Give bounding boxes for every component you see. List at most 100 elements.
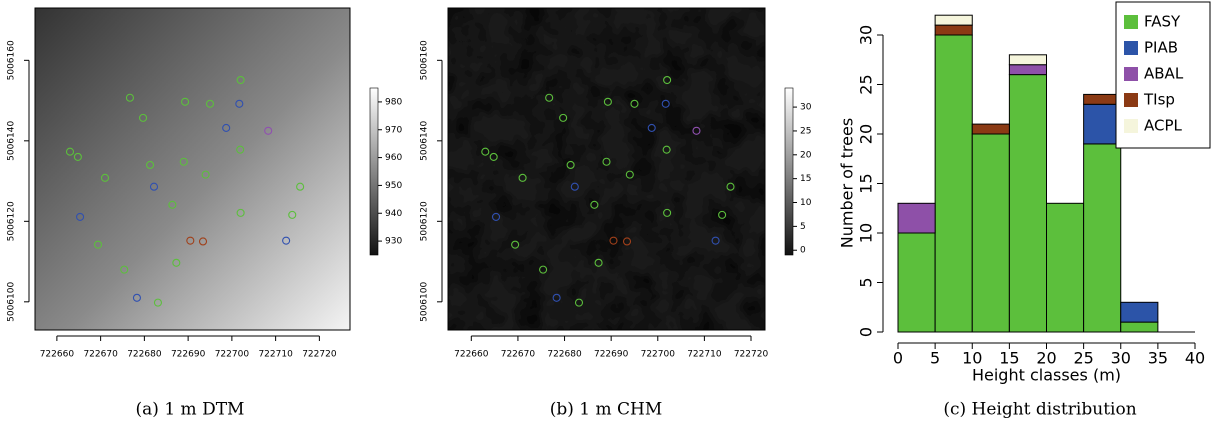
- tree-point: [222, 123, 231, 132]
- legend-label: PIAB: [1144, 39, 1178, 57]
- x-tick-label: 25: [1073, 349, 1093, 368]
- tree-point: [718, 210, 727, 219]
- bar-segment: [1083, 103, 1122, 145]
- tree-point: [236, 75, 245, 85]
- legend-label: ACPL: [1144, 117, 1183, 135]
- plot-frame: [447, 7, 766, 331]
- tree-point: [186, 236, 195, 245]
- colorbar-tick-label: 0: [800, 246, 806, 256]
- tree-point: [609, 236, 618, 245]
- bar-segment: [1083, 93, 1122, 105]
- y-tick-label: 5006160: [420, 40, 430, 80]
- tree-point: [566, 160, 575, 170]
- tree-point: [647, 123, 656, 132]
- tree-point: [602, 157, 611, 166]
- x-tick-label: 722660: [40, 350, 75, 360]
- tree-point: [205, 99, 215, 108]
- tree-point: [132, 293, 141, 302]
- tree-point: [264, 126, 273, 135]
- x-tick-label: 35: [1148, 349, 1168, 368]
- y-tick-label: 20: [857, 124, 876, 144]
- tree-point: [93, 240, 103, 249]
- colorbar: [369, 87, 379, 256]
- tree-point: [149, 182, 159, 191]
- tree-point: [125, 93, 134, 102]
- tree-point: [179, 157, 188, 166]
- tree-point: [296, 182, 305, 191]
- x-tick-label: 722670: [83, 350, 118, 360]
- legend-swatch: [1124, 41, 1138, 55]
- x-tick-label: 722700: [641, 350, 676, 360]
- y-axis-label: Number of trees: [838, 118, 857, 248]
- bar-segment: [1008, 54, 1047, 66]
- tree-point: [711, 236, 720, 245]
- tree-point: [559, 113, 568, 122]
- colorbar-tick-label: 20: [800, 150, 812, 160]
- colorbar-tick-label: 25: [800, 126, 811, 136]
- y-tick-label: 5006120: [420, 201, 430, 241]
- x-tick-label: 722720: [302, 350, 337, 360]
- y-tick-label: 5006140: [420, 121, 430, 161]
- colorbar-tick-label: 15: [800, 174, 811, 184]
- tree-point: [153, 298, 162, 307]
- tree-point: [201, 170, 210, 179]
- caption: (a) 1 m DTM: [136, 400, 245, 420]
- bar-segment: [934, 14, 973, 26]
- x-tick-label: 10: [962, 349, 982, 368]
- bar-segment: [1120, 301, 1159, 323]
- bar-segment: [934, 34, 973, 333]
- x-tick-label: 722690: [171, 350, 206, 360]
- legend-label: FASY: [1144, 13, 1181, 31]
- y-tick-label: 5006160: [7, 40, 17, 80]
- tree-point: [663, 208, 672, 217]
- x-tick-label: 722700: [215, 350, 250, 360]
- x-tick-label: 722660: [454, 350, 489, 360]
- caption: (b) 1 m CHM: [550, 400, 663, 420]
- tree-point: [168, 200, 177, 209]
- bar-segment: [971, 133, 1010, 333]
- chm-raster: [448, 8, 765, 330]
- tree-point: [235, 99, 244, 108]
- tree-point: [726, 182, 735, 191]
- tree-point: [489, 152, 498, 161]
- legend-swatch: [1124, 93, 1138, 107]
- tree-point: [574, 298, 584, 307]
- tree-point: [625, 170, 634, 179]
- y-tick-label: 30: [857, 25, 876, 45]
- colorbar-tick-label: 970: [385, 125, 402, 135]
- legend-label: TIsp: [1143, 91, 1175, 109]
- bar-segment: [971, 123, 1010, 135]
- tree-point: [663, 75, 672, 85]
- dtm-raster: [35, 8, 350, 330]
- x-tick-label: 30: [1111, 349, 1131, 368]
- tree-point: [139, 113, 148, 122]
- x-tick-label: 722690: [594, 350, 629, 360]
- tree-point: [603, 97, 612, 106]
- y-tick-label: 5006140: [7, 121, 17, 161]
- plot-frame: [34, 7, 351, 331]
- x-tick-label: 722680: [547, 350, 582, 360]
- y-tick-label: 5006100: [7, 282, 17, 322]
- bar-segment: [897, 202, 936, 234]
- tree-point: [100, 173, 110, 182]
- y-tick-label: 5006100: [420, 282, 430, 322]
- y-tick-label: 10: [857, 223, 876, 243]
- x-tick-label: 722680: [127, 350, 162, 360]
- tree-point: [282, 236, 291, 245]
- tree-point: [236, 145, 245, 154]
- x-tick-label: 5: [930, 349, 940, 368]
- tree-point: [511, 240, 520, 249]
- tree-point: [73, 152, 82, 161]
- legend-swatch: [1124, 119, 1138, 133]
- y-tick-label: 15: [857, 173, 876, 193]
- tree-point: [630, 99, 639, 108]
- tree-point: [552, 293, 561, 302]
- bar-segment: [897, 232, 936, 333]
- colorbar-tick-label: 930: [385, 237, 402, 247]
- tree-point: [692, 126, 701, 135]
- tree-point: [518, 173, 527, 182]
- y-tick-label: 5: [857, 277, 876, 287]
- colorbar-tick-label: 960: [385, 153, 402, 163]
